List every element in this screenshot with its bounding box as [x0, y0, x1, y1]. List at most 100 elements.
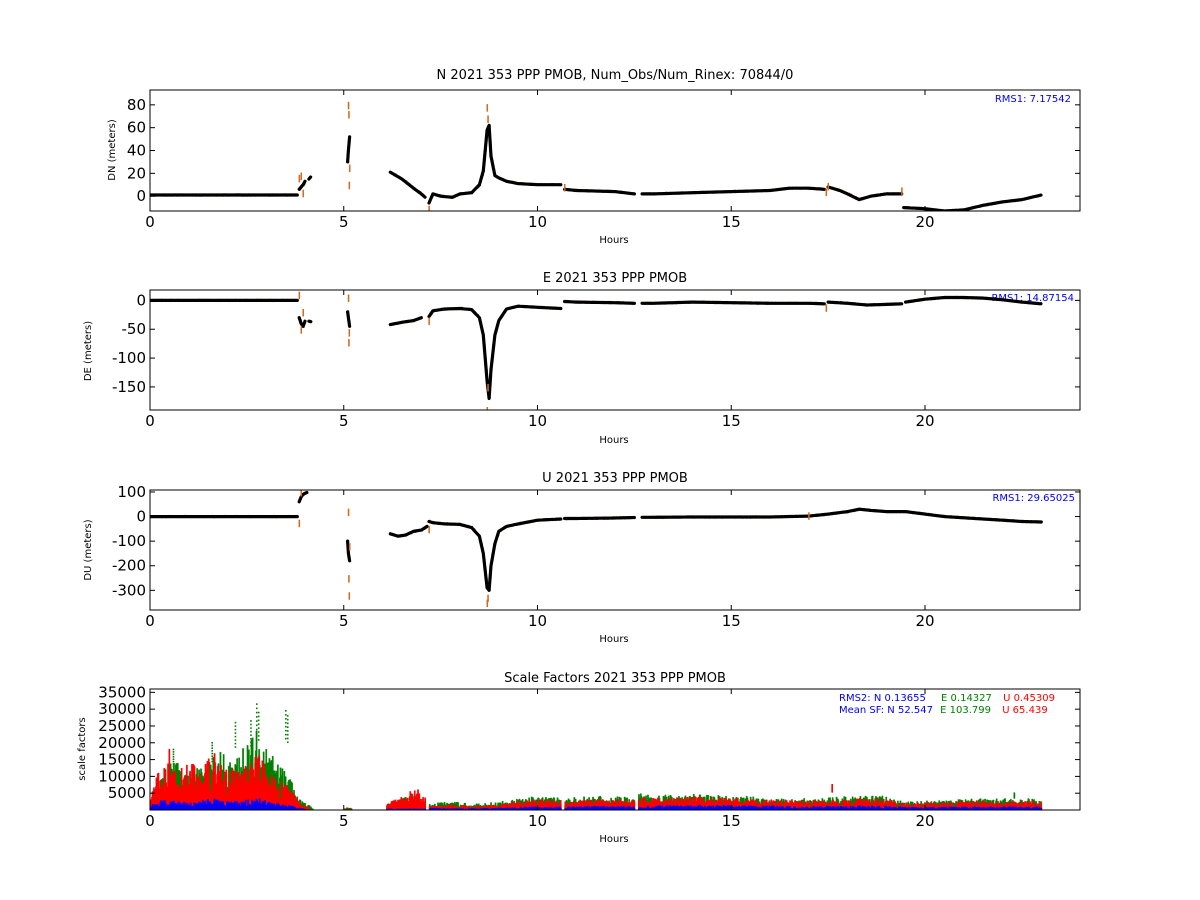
north-outlier-point [487, 116, 489, 119]
east-xtick-label: 5 [339, 412, 349, 430]
sf-spike-point [250, 745, 252, 747]
north-outlier-point [348, 169, 351, 171]
sf-spike-point [285, 721, 287, 724]
north-outlier-point [827, 188, 830, 191]
north-outlier-point [827, 187, 830, 190]
east-series-segment-3 [346, 310, 352, 328]
north-series-segment-1 [297, 179, 307, 191]
east-series-segment-6 [562, 299, 637, 305]
east-outlier-point [428, 322, 430, 324]
up-ytick-label: -300 [112, 581, 146, 599]
sf-spike-point [831, 788, 833, 790]
east-outlier-point [348, 338, 350, 341]
north-outlier-point [901, 191, 903, 193]
sf-spike-point [286, 737, 289, 740]
east-outlier-point [348, 331, 351, 334]
up-ytick-label: -200 [112, 557, 146, 575]
sf-series-n-segment-3 [564, 805, 636, 810]
sf-ytick-label: 15000 [98, 751, 146, 769]
up-outlier-point [347, 513, 350, 515]
east-outlier-point [347, 300, 350, 302]
north-outlier-point [486, 108, 489, 111]
sf-spike-point [831, 787, 833, 789]
up-outlier-point [487, 595, 489, 598]
north-outlier-point [300, 178, 303, 181]
east-ytick-label: -100 [112, 349, 146, 367]
north-xtick-label: 15 [722, 213, 741, 231]
north-outlier-point [348, 164, 351, 167]
sf-ytick-label: 5000 [108, 784, 146, 802]
sf-spike-point [172, 763, 175, 765]
panel-sf-ylabel: scale factors [77, 717, 88, 780]
sf-series-n-segment-4 [638, 804, 1043, 810]
panel-east-title: E 2021 353 PPP PMOB [543, 271, 687, 286]
panel-north-rms1: RMS1: 7.17542 [995, 94, 1071, 105]
sf-spike-point [255, 716, 258, 718]
north-outlier-point [348, 112, 350, 114]
sf-spike-point [831, 790, 833, 792]
panel-sf-title: Scale Factors 2021 353 PPP PMOB [504, 671, 726, 686]
up-xtick-label: 10 [528, 612, 547, 630]
north-outlier-point [487, 121, 489, 124]
north-outlier-point [347, 107, 350, 110]
panel-north: N 2021 353 PPP PMOB, Num_Obs/Num_Rinex: … [107, 68, 1081, 246]
north-outlier-point [300, 173, 303, 176]
north-outlier-point [428, 208, 430, 210]
sf-spike-point [250, 730, 252, 733]
north-series-segment-5 [427, 123, 563, 205]
sf-ytick-label: 30000 [98, 700, 146, 718]
north-outlier-point [300, 176, 303, 178]
up-outlier-point [487, 594, 489, 597]
north-outlier-point [486, 104, 489, 106]
north-outlier-point [486, 105, 489, 107]
east-axes-frame [149, 289, 1081, 411]
east-series-segment-5 [427, 304, 563, 401]
north-outlier-point [348, 114, 350, 117]
up-outlier-point [348, 592, 351, 594]
east-outlier-point [298, 294, 301, 296]
north-xtick-label: 5 [339, 213, 349, 231]
east-outlier-point [348, 335, 351, 337]
up-xtick-label: 5 [339, 612, 349, 630]
sf-spike-point [286, 715, 289, 717]
sf-spike-point [211, 758, 213, 760]
east-outlier-point [348, 329, 351, 331]
north-outlier-point [298, 178, 301, 181]
sf-axes-frame [149, 688, 1081, 811]
up-series-segment-3 [388, 524, 429, 538]
east-outlier-point [486, 407, 489, 409]
sf-spike-point [286, 741, 289, 744]
north-outlier-point [486, 107, 489, 110]
up-outlier-point [298, 524, 301, 527]
north-ytick-label: 20 [127, 164, 146, 182]
sf-spike-point [211, 755, 213, 758]
sf-spike-point [257, 739, 260, 741]
up-outlier-point [486, 600, 489, 603]
north-outlier-point [487, 119, 489, 121]
east-outlier-point [428, 321, 430, 323]
up-series-segment-1 [297, 490, 309, 504]
east-outlier-point [348, 332, 351, 335]
up-ytick-label: 100 [117, 483, 146, 501]
sf-spike-point [234, 735, 237, 738]
sf-spike-point [285, 714, 287, 716]
north-outlier-point [347, 105, 350, 107]
sf-ytick-label: 10000 [98, 767, 146, 785]
east-outlier-point [300, 326, 303, 328]
north-outlier-point [302, 195, 304, 198]
up-outlier-point [348, 576, 350, 578]
north-outlier-point [825, 194, 828, 197]
north-outlier-point [901, 187, 903, 189]
north-outlier-point [901, 193, 903, 195]
sf-xtick-label: 5 [339, 812, 349, 830]
sf-spike-point [211, 760, 213, 763]
east-ytick-label: -150 [112, 378, 146, 396]
up-outlier-point [348, 549, 351, 551]
up-outlier-point [348, 575, 350, 577]
up-series-segment-2 [346, 539, 352, 563]
east-outlier-point [347, 296, 350, 299]
sf-spike-point [234, 742, 237, 745]
east-outlier-point [348, 342, 350, 345]
sf-spike-point [172, 748, 175, 751]
sf-spike-point [255, 728, 258, 731]
